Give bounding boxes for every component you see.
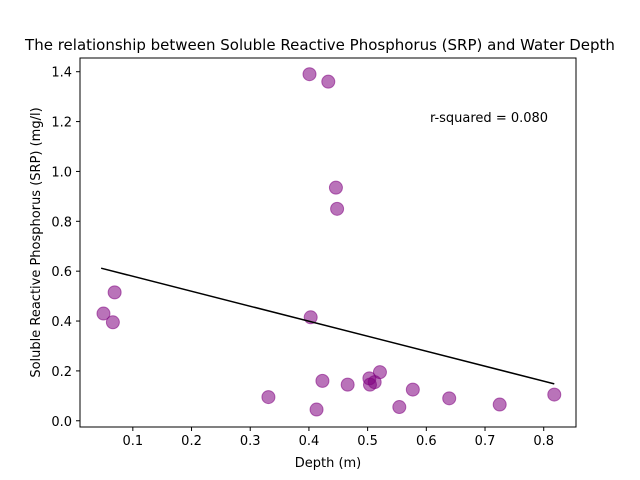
y-axis-label: Soluble Reactive Phosphorus (SRP) (mg/l) (29, 107, 44, 377)
data-point (309, 402, 324, 417)
data-point (96, 306, 111, 321)
data-point (405, 382, 420, 397)
y-tick-label: 1.0 (51, 165, 72, 180)
x-tick-label: 0.1 (122, 434, 143, 449)
data-point (492, 397, 507, 412)
y-tick-label: 1.2 (51, 116, 72, 131)
x-tick-label: 0.4 (299, 434, 320, 449)
data-points (96, 67, 562, 417)
data-point (442, 391, 457, 406)
data-point (392, 400, 407, 415)
x-tick-label: 0.2 (181, 434, 202, 449)
x-tick-label: 0.6 (416, 434, 437, 449)
data-point (105, 315, 120, 330)
data-point (328, 180, 343, 195)
data-point (321, 74, 336, 89)
y-tick-label: 0.2 (51, 365, 72, 380)
x-tick-label: 0.3 (240, 434, 261, 449)
y-tick-label: 1.4 (51, 66, 72, 81)
x-tick-label: 0.7 (475, 434, 496, 449)
data-point (362, 377, 377, 392)
chart-title: The relationship between Soluble Reactiv… (24, 36, 615, 54)
data-point (107, 285, 122, 300)
trend-line (100, 267, 555, 385)
regression-line (100, 267, 555, 385)
x-tick-label: 0.8 (533, 434, 554, 449)
y-tick-label: 0.4 (51, 315, 72, 330)
x-tick-label: 0.5 (357, 434, 378, 449)
y-tick-label: 0.0 (51, 415, 72, 430)
y-tick-label: 0.6 (51, 265, 72, 280)
x-axis-ticks: 0.1 0.2 0.3 0.4 0.5 0.6 0.7 0.8 (122, 427, 554, 449)
data-point (302, 67, 317, 82)
y-tick-label: 0.8 (51, 215, 72, 230)
plot-frame (79, 57, 577, 428)
data-point (261, 390, 276, 405)
data-point (315, 373, 330, 388)
data-point (547, 387, 562, 402)
data-point (330, 201, 345, 216)
r-squared-annotation: r-squared = 0.080 (430, 111, 548, 126)
y-axis-ticks: 0.0 0.2 0.4 0.6 0.8 1.0 1.2 1.4 (51, 66, 80, 430)
data-point (340, 377, 355, 392)
x-axis-label: Depth (m) (295, 456, 362, 471)
